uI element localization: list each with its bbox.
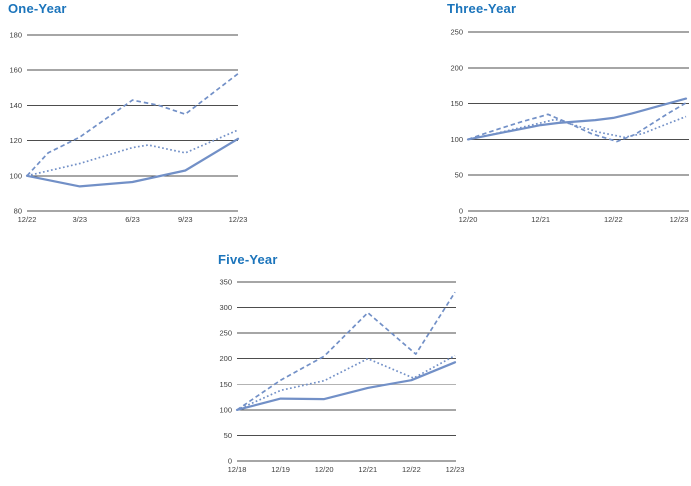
y-axis-label: 180 [9,31,22,40]
series-solid-line [466,97,688,141]
chart-three-year: Three-Year 0 50 100 150 200 250 12/20 12/21 12/2… [345,0,691,240]
y-axis-label: 50 [455,171,463,180]
y-axis-label: 150 [219,380,232,389]
series-dashed-line [26,73,239,177]
y-axis-label: 100 [9,171,22,180]
x-axis-label: 12/21 [358,465,377,474]
x-axis-label: 12/23 [229,215,248,224]
y-axis-label: 100 [219,405,232,414]
y-axis-label: 150 [450,99,463,108]
x-axis-label: 12/22 [402,465,421,474]
y-axis-label: 300 [219,303,232,312]
y-axis-label: 200 [450,63,463,72]
chart-title-three-year: Three-Year [447,1,517,16]
series-dotted-line [467,115,687,141]
chart-one-year: One-Year 80 100 120 140 160 180 12/22 3/23 6/23 9… [0,0,345,240]
x-axis-label: 12/23 [446,465,465,474]
one-year-plot: 80 100 120 140 160 180 12/22 3/23 6/23 9/23 12/23 [9,31,248,225]
x-axis-label: 12/22 [604,215,623,224]
x-axis-label: 12/21 [531,215,550,224]
series-dotted-line [26,129,239,177]
x-axis-label: 12/20 [459,215,478,224]
x-axis-label: 12/22 [18,215,37,224]
x-axis-label: 12/23 [670,215,689,224]
chart-title-one-year: One-Year [8,1,67,16]
y-axis-label: 0 [459,207,463,216]
x-axis-label: 3/23 [72,215,87,224]
series-solid-line [25,137,240,188]
y-axis-label: 120 [9,136,22,145]
y-axis-label: 50 [224,431,232,440]
x-axis-label: 12/20 [315,465,334,474]
five-year-plot: 0 50 100 150 200 250 300 350 12/18 12/19 12/20 12/2… [219,278,465,475]
y-axis-label: 140 [9,101,22,110]
series-dashed-line [236,291,456,411]
y-axis-label: 200 [219,354,232,363]
y-axis-label: 160 [9,66,22,75]
y-axis-label: 100 [450,135,463,144]
y-axis-label: 0 [228,457,232,466]
x-axis-label: 12/19 [271,465,290,474]
y-axis-label: 350 [219,278,232,287]
series-solid-line [235,361,457,411]
y-axis-label: 80 [14,207,22,216]
series-dashed-line [467,102,687,143]
three-year-plot: 0 50 100 150 200 250 12/20 12/21 12/22 12/23 [450,28,689,224]
x-axis-label: 9/23 [178,215,193,224]
y-axis-label: 250 [219,329,232,338]
y-axis-label: 250 [450,28,463,37]
chart-title-five-year: Five-Year [218,252,278,267]
x-axis-label: 6/23 [125,215,140,224]
x-axis-label: 12/18 [228,465,247,474]
chart-five-year: Five-Year 0 50 100 150 200 250 300 350 12/18 12/1… [180,250,510,486]
